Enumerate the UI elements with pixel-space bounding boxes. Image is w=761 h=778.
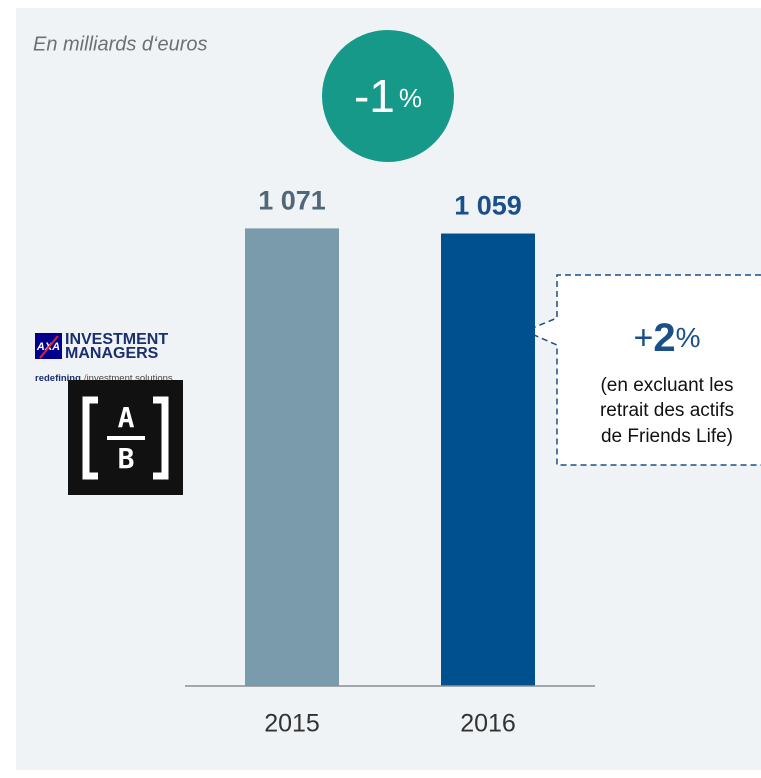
value-label: 1 071: [258, 186, 326, 216]
ab-letter: B: [118, 442, 135, 475]
callout-unit: %: [676, 322, 701, 353]
axa-tagline: redefining/investment solutions: [35, 373, 173, 384]
value-label: 1 059: [454, 191, 522, 221]
axa-slash: [39, 335, 59, 359]
x-tick-label: 2016: [460, 710, 516, 738]
badge-text: -1%: [354, 70, 422, 122]
callout-line: retrait des actifs: [600, 400, 734, 421]
axa-tag: investment solutions: [87, 373, 173, 384]
axa-tag: redefining: [35, 373, 81, 384]
bar: [441, 233, 535, 686]
callout-headline: +2%: [633, 316, 700, 360]
badge-value: -1: [354, 70, 395, 122]
badge-unit: %: [399, 83, 422, 113]
callout-value: 2: [653, 316, 675, 360]
subtitle: En milliards d‘euros: [33, 33, 208, 55]
badge: [322, 30, 454, 162]
callout-line: de Friends Life): [601, 426, 733, 447]
bar: [245, 228, 339, 686]
axa-tag: /: [84, 373, 87, 384]
axa-line: MANAGERS: [65, 345, 159, 362]
callout-line: (en excluant les: [600, 375, 733, 396]
callout-sign: +: [633, 319, 653, 357]
ab-letter: A: [118, 401, 135, 434]
ab-brackets: [82, 396, 169, 480]
axa-line: INVESTMENT: [65, 331, 168, 348]
x-tick-label: 2015: [264, 710, 320, 738]
